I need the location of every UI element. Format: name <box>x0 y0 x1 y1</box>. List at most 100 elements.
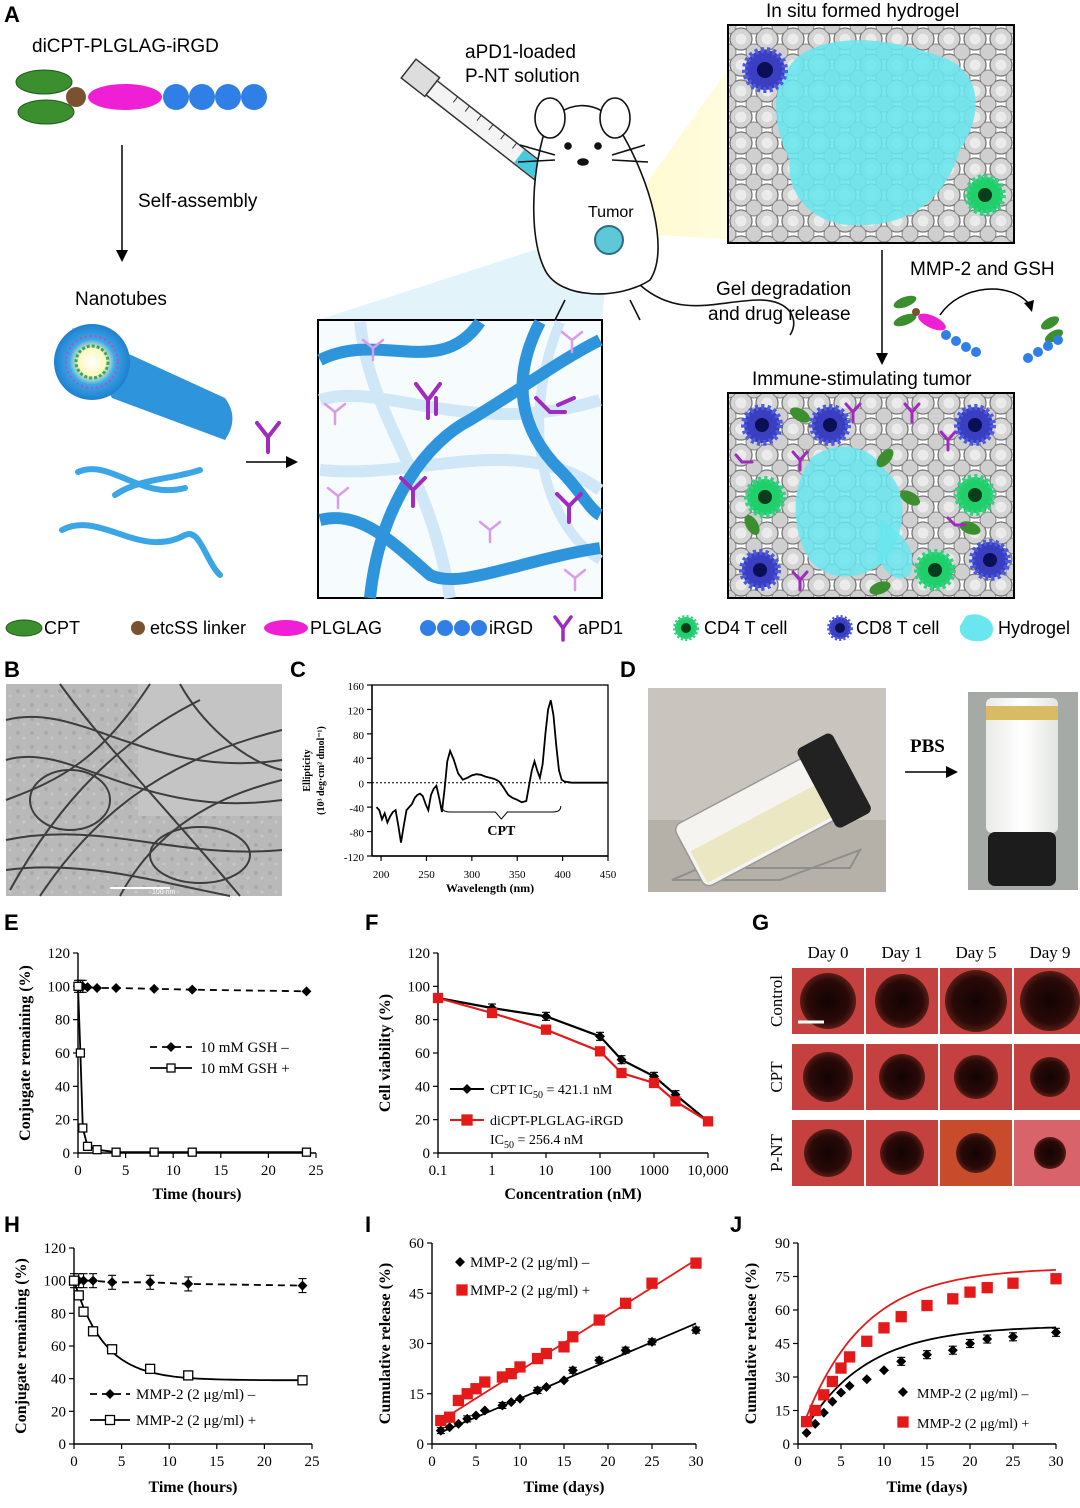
data-point-mmp-plus <box>1050 1273 1062 1285</box>
y-tick-label: 120 <box>348 705 365 717</box>
y-tick-label: 0 <box>783 1437 791 1453</box>
data-point-mmp-minus <box>861 1374 872 1385</box>
x-tick-label: 0 <box>70 1454 78 1470</box>
legend-label-mmp-plus: MMP-2 (2 μg/ml) + <box>136 1413 256 1429</box>
y-tick-label: -40 <box>349 803 364 815</box>
legend-marker-gsh-plus <box>166 1063 176 1073</box>
data-point-gsh-minus <box>301 986 312 997</box>
series-fit-mmp-plus <box>73 1280 303 1382</box>
legend-label-dicpt-main: IC <box>490 1133 504 1148</box>
data-point-mmp-minus <box>827 1396 838 1407</box>
legend-irgd-icon <box>420 620 487 636</box>
data-point-dicpt <box>540 1024 552 1035</box>
series-line-cpt <box>437 996 709 1123</box>
data-point-gsh-minus <box>187 984 198 995</box>
y-tick-label: 45 <box>409 1286 424 1302</box>
spheroid <box>954 1055 998 1099</box>
legend-label-mmp-minus: MMP-2 (2 μg/ml) – <box>917 1387 1029 1402</box>
data-point-gsh-minus <box>149 983 160 994</box>
data-point-mmp-plus <box>1007 1277 1019 1289</box>
data-point-mmp-minus <box>982 1334 993 1345</box>
spheroid <box>879 1054 925 1100</box>
x-tick-label: 10 <box>166 1163 181 1179</box>
spheroid <box>875 974 929 1028</box>
antibody-arrow-symbol <box>255 421 281 454</box>
tumor-site <box>594 225 624 255</box>
data-point-mmp-plus <box>878 1322 890 1334</box>
y-tick-label: -120 <box>344 852 365 864</box>
legend-label-gsh-plus: 10 mM GSH + <box>200 1061 290 1077</box>
degradation-label-line2: and drug release <box>708 304 851 325</box>
legend-label-dicpt-sub: 50 <box>504 1140 514 1151</box>
syringe-label-line1: aPD1-loaded <box>465 42 576 63</box>
cpt-unit-upper <box>15 69 73 95</box>
legend-cd8-icon <box>827 615 853 641</box>
column-label-day-9: Day 9 <box>1029 943 1070 962</box>
y-tick-label: 80 <box>353 730 365 742</box>
legend-marker-mmp-plus <box>456 1284 468 1296</box>
y-axis-label: Cumulative release (%) <box>377 1263 394 1424</box>
data-point-mmp-plus <box>964 1286 976 1298</box>
nanotube-wire-3 <box>59 522 223 578</box>
tem-micrograph: 100 nm <box>5 683 283 897</box>
data-point-mmp-plus <box>826 1375 839 1388</box>
x-tick-label: 250 <box>418 869 435 881</box>
immune-cells <box>734 402 1011 595</box>
data-point-mmp-plus <box>443 1411 456 1423</box>
nanotube-inner-ring <box>74 344 110 380</box>
irgd-bead-3 <box>215 84 241 110</box>
chart-h: 0 20 40 60 80 100 120 0 5 10 15 20 25 Time (hours) Con… <box>13 1241 320 1496</box>
series-fit-mmp-minus <box>805 1326 1057 1428</box>
cleavage-arrow <box>939 288 1031 316</box>
data-point-gsh-plus <box>78 1123 88 1133</box>
cpt-bracket <box>441 805 562 820</box>
panel-letter-d: D <box>620 657 636 682</box>
data-point-mmp-plus <box>479 1376 491 1388</box>
x-tick-label: 15 <box>557 1454 572 1470</box>
legend-cd8-label: CD8 T cell <box>856 618 939 638</box>
panel-letter-i: I <box>365 1212 371 1237</box>
data-point-mmp-plus <box>843 1351 856 1363</box>
pbs-label: PBS <box>910 736 945 757</box>
legend-linker-label: etcSS linker <box>150 618 246 638</box>
legend-label-dicpt: diCPT-PLGLAG-iRGD <box>490 1114 623 1129</box>
cleavage-arrowhead <box>1024 300 1034 312</box>
schematic-legend: CPT etcSS linker PLGLAG iRGD aPD1 CD4 T … <box>5 614 1070 642</box>
panel-letter-c: C <box>290 657 306 682</box>
legend-label-mmp-plus: MMP-2 (2 μg/ml) + <box>470 1283 590 1299</box>
x-tick-label: 5 <box>118 1454 126 1470</box>
degradation-arrowhead <box>876 353 888 365</box>
data-point-mmp-minus <box>462 1413 473 1424</box>
data-point-mmp-plus <box>106 1344 118 1355</box>
data-point-mmp-minus <box>620 1345 631 1356</box>
x-tick-label: 5 <box>472 1454 480 1470</box>
x-tick-label: 25 <box>645 1454 660 1470</box>
data-point-mmp-plus <box>947 1293 959 1305</box>
x-tick-label: 0.1 <box>429 1163 448 1179</box>
enzyme-label: MMP-2 and GSH <box>910 259 1055 280</box>
panel-letter-b: B <box>4 657 20 682</box>
spheroid <box>945 970 1007 1032</box>
legend-label-cpt-main: CPT IC <box>490 1083 533 1098</box>
legend-label-cpt-sub: 50 <box>533 1090 543 1101</box>
x-axis-label: Wavelength (nm) <box>446 881 534 895</box>
self-assembly-label: Self-assembly <box>138 191 258 212</box>
legend-hydrogel-icon <box>959 614 994 642</box>
x-tick-label: 20 <box>601 1454 616 1470</box>
y-tick-label: 80 <box>51 1306 66 1322</box>
y-tick-label: 15 <box>775 1404 790 1420</box>
data-point-mmp-plus <box>183 1370 194 1381</box>
irgd-bead-2 <box>189 84 215 110</box>
y-tick-label: 60 <box>775 1303 790 1319</box>
x-tick-label: 5 <box>837 1454 845 1470</box>
data-point-mmp-minus <box>88 1275 99 1286</box>
legend-hydrogel-label: Hydrogel <box>998 618 1070 638</box>
data-point-mmp-minus <box>691 1325 701 1336</box>
data-point-gsh-plus <box>187 1147 197 1157</box>
data-point-mmp-plus <box>646 1277 658 1289</box>
column-label-day-1: Day 1 <box>881 943 922 962</box>
x-tick-label: 0 <box>74 1163 82 1179</box>
y-tick-label: 45 <box>775 1337 790 1353</box>
data-point-mmp-minus <box>506 1397 517 1408</box>
legend-cpt-icon <box>5 619 43 637</box>
